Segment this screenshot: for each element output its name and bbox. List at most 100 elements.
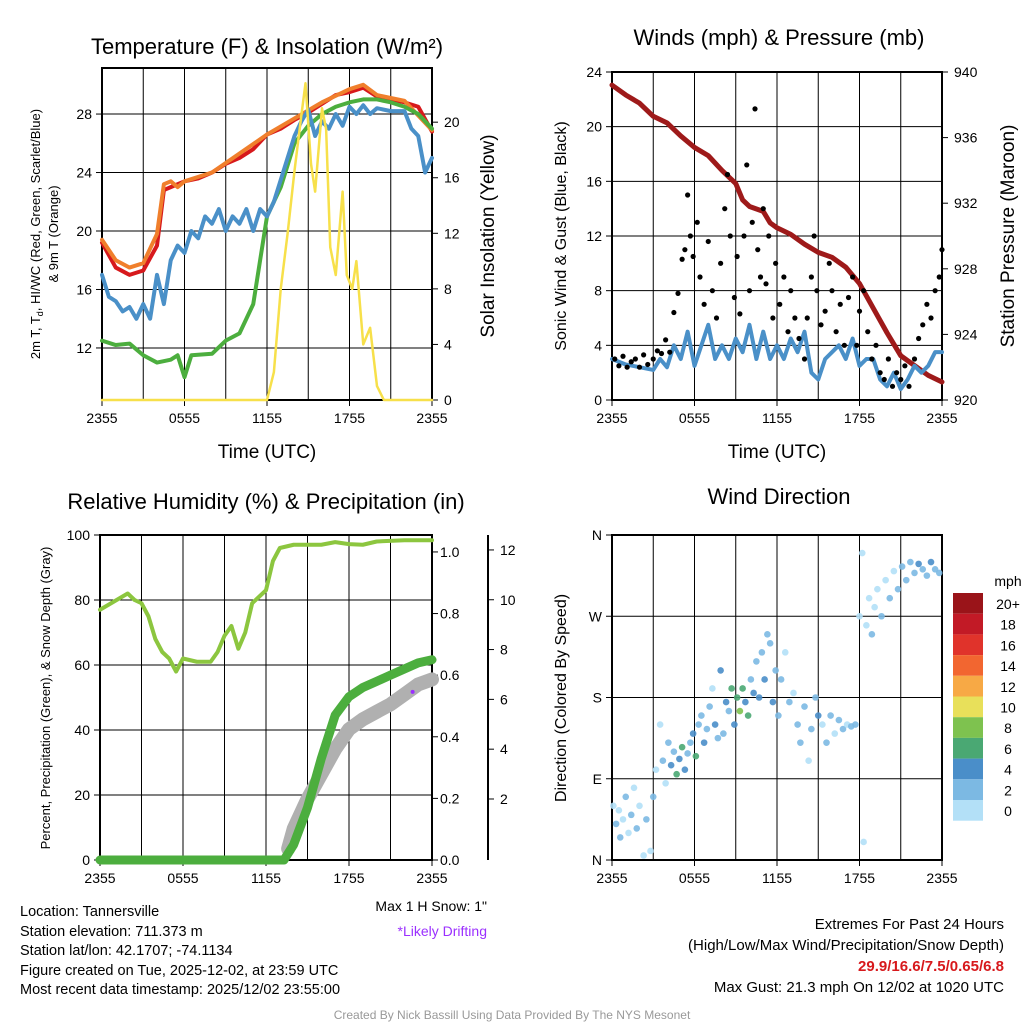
data-point-gust bbox=[796, 335, 802, 342]
data-point-gust bbox=[755, 247, 761, 253]
data-point-gust bbox=[654, 348, 660, 354]
wind-dir-point bbox=[902, 576, 910, 584]
legend-swatch bbox=[953, 655, 983, 676]
data-point-gust bbox=[632, 356, 638, 362]
wind-dir-point bbox=[835, 716, 843, 724]
wind-dir-point bbox=[808, 725, 815, 733]
y-tick-label: 20 bbox=[76, 223, 92, 239]
data-point-gust bbox=[808, 274, 814, 280]
data-point-gust bbox=[718, 260, 724, 266]
wind-dir-point bbox=[935, 569, 943, 577]
y2-tick-label: 16 bbox=[444, 170, 460, 186]
data-point-gust bbox=[861, 288, 867, 294]
data-point-gust bbox=[936, 274, 942, 280]
data-point-gust bbox=[826, 260, 832, 266]
data-point-gust bbox=[885, 356, 891, 362]
wind-dir-point bbox=[823, 739, 830, 746]
data-point-gust bbox=[624, 364, 630, 370]
data-point-gust bbox=[939, 247, 945, 253]
wind-dir-point bbox=[731, 721, 738, 728]
wind-dir-point bbox=[709, 685, 716, 692]
legend-swatch bbox=[953, 696, 983, 718]
data-point-gust bbox=[804, 315, 810, 321]
wind-dir-point bbox=[898, 563, 906, 570]
temp-y2-label: Solar Insolation (Yellow) bbox=[478, 134, 499, 337]
x-tick-label: 0555 bbox=[679, 870, 710, 886]
legend-label: 12 bbox=[1000, 679, 1016, 695]
snow-tick-label: 10 bbox=[500, 592, 516, 608]
wind-dir-point bbox=[758, 649, 766, 656]
series-line-td bbox=[100, 97, 434, 380]
x-tick-label: 2355 bbox=[596, 870, 627, 886]
data-point-gust bbox=[679, 256, 685, 262]
wind-dir-point bbox=[700, 739, 708, 746]
wind-dir-point bbox=[698, 712, 705, 719]
temp-y-label-2: & 9m T (Orange) bbox=[46, 185, 61, 282]
dir-y-label: Direction (Colored By Speed) bbox=[553, 594, 570, 802]
x-tick-label: 2355 bbox=[416, 870, 447, 886]
wind-dir-point bbox=[649, 793, 657, 801]
data-point-gust bbox=[854, 342, 860, 348]
data-point-gust bbox=[916, 335, 922, 342]
wind-dir-point bbox=[610, 802, 617, 810]
data-point-gust bbox=[690, 253, 696, 260]
data-point-gust bbox=[770, 315, 776, 321]
data-point-gust bbox=[636, 364, 643, 370]
data-point-gust bbox=[675, 290, 681, 296]
wind-dir-point bbox=[662, 779, 669, 787]
extremes-box: Extremes For Past 24 Hours (High/Low/Max… bbox=[688, 914, 1004, 998]
wind-dir-point bbox=[794, 721, 801, 728]
data-point-gust bbox=[766, 233, 772, 239]
y2-tick-label: 4 bbox=[444, 336, 452, 352]
y-tick-label: 80 bbox=[74, 592, 90, 608]
wind-dir-point bbox=[667, 761, 675, 769]
data-point-gust bbox=[650, 356, 656, 362]
x-tick-label: 2355 bbox=[596, 410, 627, 426]
y2-tick-label: 0 bbox=[444, 392, 452, 408]
wind-dir-point bbox=[744, 712, 752, 719]
wind-dir-point bbox=[656, 721, 664, 728]
series-line-precipitation bbox=[95, 655, 437, 865]
data-point-gust bbox=[841, 342, 847, 348]
y-tick-label: 60 bbox=[74, 657, 90, 673]
wind-dir-point bbox=[703, 725, 711, 733]
y-tick-label: 12 bbox=[76, 340, 92, 356]
temp-y-label: 2m T, Td, HI/WC (Red, Green, Scarlet/Blu… bbox=[28, 109, 45, 359]
wind-dir-point bbox=[720, 730, 727, 737]
x-tick-label: 2355 bbox=[926, 870, 957, 886]
rh-chart-title: Relative Humidity (%) & Precipitation (i… bbox=[67, 489, 464, 514]
data-point-gust bbox=[620, 353, 626, 359]
data-point-gust bbox=[737, 311, 743, 317]
data-point-gust bbox=[869, 356, 875, 362]
wind-dir-point bbox=[766, 640, 774, 647]
data-point-gust bbox=[781, 274, 787, 280]
data-point-gust bbox=[889, 383, 896, 389]
data-point-gust bbox=[685, 192, 691, 198]
data-point-gust bbox=[658, 350, 665, 357]
data-point-gust bbox=[877, 370, 883, 376]
x-tick-label: 1155 bbox=[762, 410, 792, 426]
wind-dir-point bbox=[814, 712, 822, 719]
data-point-gust bbox=[757, 274, 764, 280]
wind-dir-point bbox=[733, 694, 741, 701]
data-point-gust bbox=[705, 238, 711, 245]
data-point-gust bbox=[616, 363, 622, 369]
wind-dir-point bbox=[927, 558, 935, 566]
y-tick-label: 24 bbox=[586, 64, 602, 80]
series-line-pressure bbox=[609, 82, 945, 385]
data-point-gust bbox=[694, 219, 700, 225]
data-point-gust bbox=[837, 301, 843, 307]
wind-dir-point bbox=[923, 572, 931, 579]
y2-tick-label: 8 bbox=[444, 281, 452, 297]
wind-dir-point bbox=[728, 685, 735, 692]
elevation: Station elevation: 711.373 m bbox=[20, 923, 203, 940]
y2-tick-label: 928 bbox=[954, 261, 978, 277]
y-tick-label: 20 bbox=[586, 119, 602, 135]
legend-title: mph bbox=[994, 573, 1021, 589]
wind-dir-point bbox=[894, 585, 902, 593]
wind-dir-point bbox=[684, 750, 691, 757]
y-tick-label: 12 bbox=[586, 228, 602, 244]
y2-tick-label: 924 bbox=[954, 326, 978, 342]
data-point-gust bbox=[829, 288, 835, 294]
wind-dir-point bbox=[612, 820, 620, 828]
